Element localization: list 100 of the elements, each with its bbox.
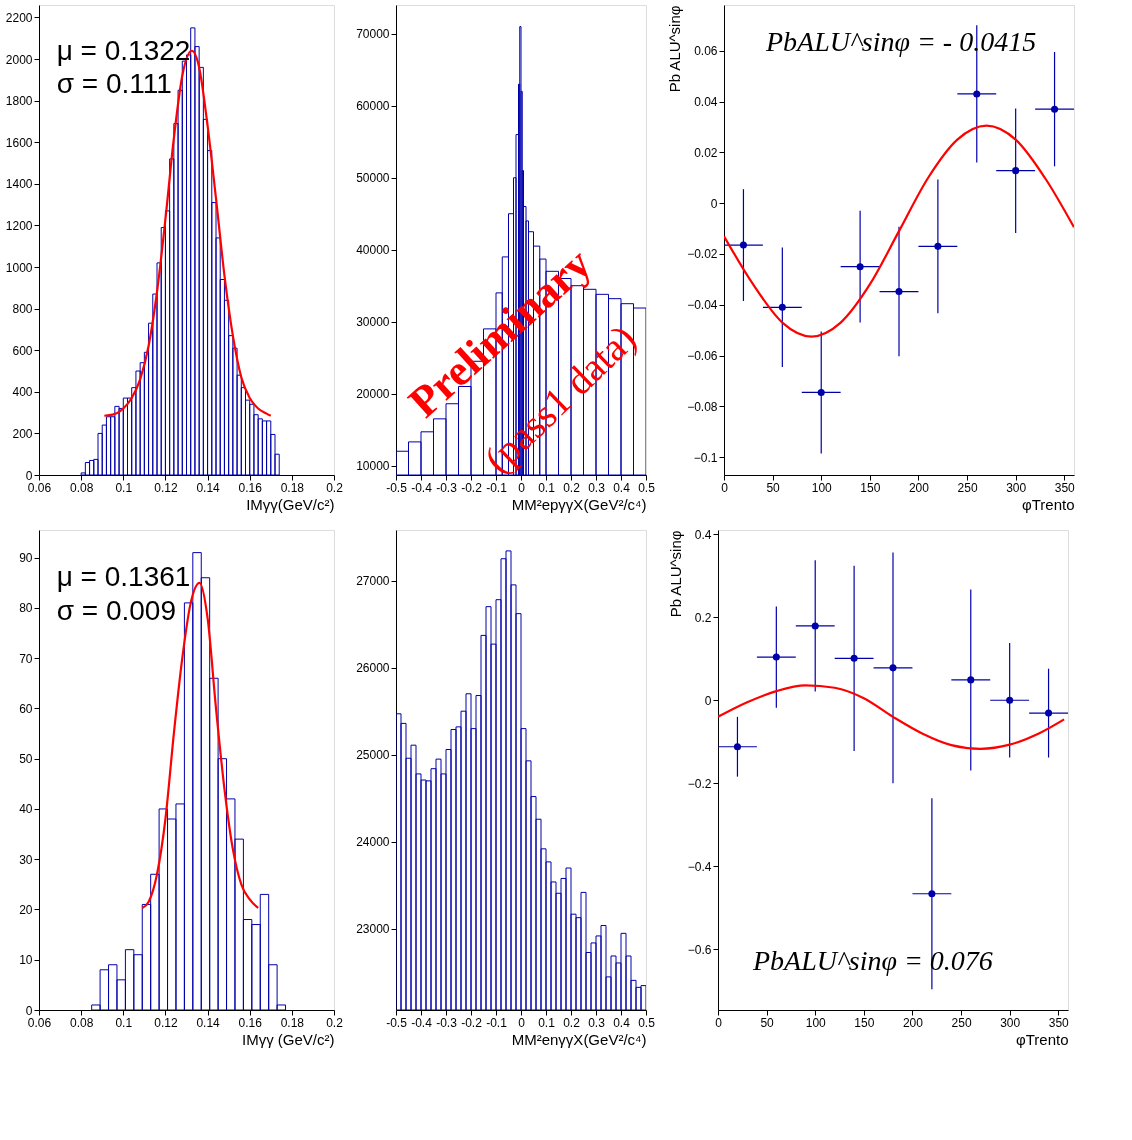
- point: [772, 653, 780, 661]
- x-tick-label: 350: [1048, 1015, 1070, 1030]
- x-tick-label: 0: [518, 1015, 526, 1030]
- point: [895, 288, 903, 296]
- y-tick-label: 2000: [5, 52, 33, 67]
- y-tick-label: 26000: [356, 661, 390, 676]
- x-tick-label: -0.5: [386, 1015, 408, 1030]
- point: [817, 388, 825, 396]
- y-tick-label: 0.4: [694, 527, 712, 542]
- x-tick-label: 0.18: [280, 1015, 305, 1030]
- y-tick-label: 40: [19, 802, 33, 817]
- annotation: σ = 0.009: [56, 594, 176, 626]
- x-axis-title: IMγγ (GeV/c²): [242, 1030, 335, 1048]
- y-tick-label: 0: [710, 196, 718, 211]
- y-tick-label: 1200: [5, 218, 33, 233]
- point: [967, 676, 975, 684]
- point: [850, 654, 858, 662]
- x-tick-label: 0: [518, 480, 526, 495]
- x-tick-label: -0.4: [411, 480, 433, 495]
- x-axis-title: MM²enγγX(GeV²/c⁴): [511, 1030, 647, 1048]
- y-tick-label: 0.04: [694, 95, 718, 110]
- y-tick-label: −0.06: [687, 349, 718, 364]
- y-tick-label: 50: [19, 752, 33, 767]
- x-tick-label: 0.1: [115, 480, 133, 495]
- x-tick-label: 0.14: [196, 1015, 221, 1030]
- y-tick-label: 80: [19, 601, 33, 616]
- point: [811, 622, 819, 630]
- y-tick-label: −0.04: [687, 298, 718, 313]
- x-tick-label: -0.1: [486, 1015, 508, 1030]
- y-tick-label: 800: [12, 302, 33, 317]
- x-axis-title: φTrento: [1021, 495, 1075, 513]
- x-tick-label: 0.2: [563, 480, 581, 495]
- x-tick-label: 50: [760, 1015, 775, 1030]
- y-tick-label: −0.4: [687, 859, 712, 874]
- x-tick-label: 0.3: [588, 1015, 606, 1030]
- x-tick-label: 0: [721, 480, 729, 495]
- x-tick-label: 0.2: [563, 1015, 581, 1030]
- y-tick-label: 1600: [5, 135, 33, 150]
- y-tick-label: 1400: [5, 177, 33, 192]
- x-tick-label: 0.3: [588, 480, 606, 495]
- y-tick-label: −0.1: [693, 450, 718, 465]
- point: [928, 890, 936, 898]
- y-tick-label: 200: [12, 426, 33, 441]
- x-tick-label: 200: [908, 480, 930, 495]
- point: [889, 664, 897, 672]
- x-tick-label: 0.1: [538, 480, 556, 495]
- y-tick-label: 60000: [356, 99, 390, 114]
- point: [1045, 709, 1053, 717]
- y-tick-label: 0.06: [694, 44, 718, 59]
- x-tick-label: -0.5: [386, 480, 408, 495]
- y-tick-label: 60: [19, 701, 33, 716]
- y-tick-label: −0.6: [687, 942, 712, 957]
- x-tick-label: 300: [1000, 1015, 1021, 1030]
- y-tick-label: 0: [25, 468, 33, 483]
- point: [739, 241, 747, 249]
- y-tick-label: 10000: [356, 459, 390, 474]
- x-tick-label: 100: [805, 1015, 827, 1030]
- y-tick-label: −0.02: [687, 247, 718, 262]
- y-tick-label: 600: [12, 343, 33, 358]
- y-tick-label: 90: [19, 551, 33, 566]
- y-tick-label: 0.02: [694, 145, 718, 160]
- x-tick-label: 0.5: [638, 1015, 656, 1030]
- x-tick-label: 0.1: [115, 1015, 133, 1030]
- x-tick-label: 0.4: [613, 1015, 631, 1030]
- x-tick-label: -0.2: [461, 1015, 483, 1030]
- y-tick-label: 0.2: [694, 610, 712, 625]
- x-tick-label: 0.12: [154, 480, 178, 495]
- x-tick-label: 150: [860, 480, 881, 495]
- x-tick-label: 0.5: [638, 480, 656, 495]
- y-tick-label: 30000: [356, 315, 390, 330]
- y-tick-label: 70000: [356, 27, 390, 42]
- point: [1006, 696, 1014, 704]
- y-tick-label: 27000: [356, 574, 390, 589]
- point: [934, 242, 942, 250]
- y-tick-label: 20000: [356, 387, 390, 402]
- x-tick-label: 0.12: [154, 1015, 178, 1030]
- y-tick-label: 23000: [356, 922, 390, 937]
- x-tick-label: -0.4: [411, 1015, 433, 1030]
- y-tick-label: 10: [19, 953, 33, 968]
- x-tick-label: -0.1: [486, 480, 508, 495]
- y-tick-label: 0: [25, 1003, 33, 1018]
- y-tick-label: 50000: [356, 171, 390, 186]
- x-tick-label: 150: [854, 1015, 875, 1030]
- x-tick-label: 0.16: [238, 1015, 263, 1030]
- line-series: [718, 684, 1066, 750]
- x-tick-label: 0.2: [326, 1015, 344, 1030]
- x-tick-label: 0.08: [69, 480, 94, 495]
- y-tick-label: 2200: [5, 10, 33, 25]
- y-tick-label: −0.08: [687, 399, 718, 414]
- y-tick-label: 25000: [356, 748, 390, 763]
- x-axis-title: φTrento: [1015, 1030, 1069, 1048]
- y-tick-label: 30: [19, 852, 33, 867]
- x-tick-label: 100: [811, 480, 833, 495]
- point: [778, 303, 786, 311]
- x-tick-label: 250: [951, 1015, 972, 1030]
- x-tick-label: 0.2: [326, 480, 344, 495]
- y-tick-label: 400: [12, 385, 33, 400]
- y-tick-label: 24000: [356, 835, 390, 850]
- point: [1051, 105, 1059, 113]
- x-tick-label: 200: [902, 1015, 924, 1030]
